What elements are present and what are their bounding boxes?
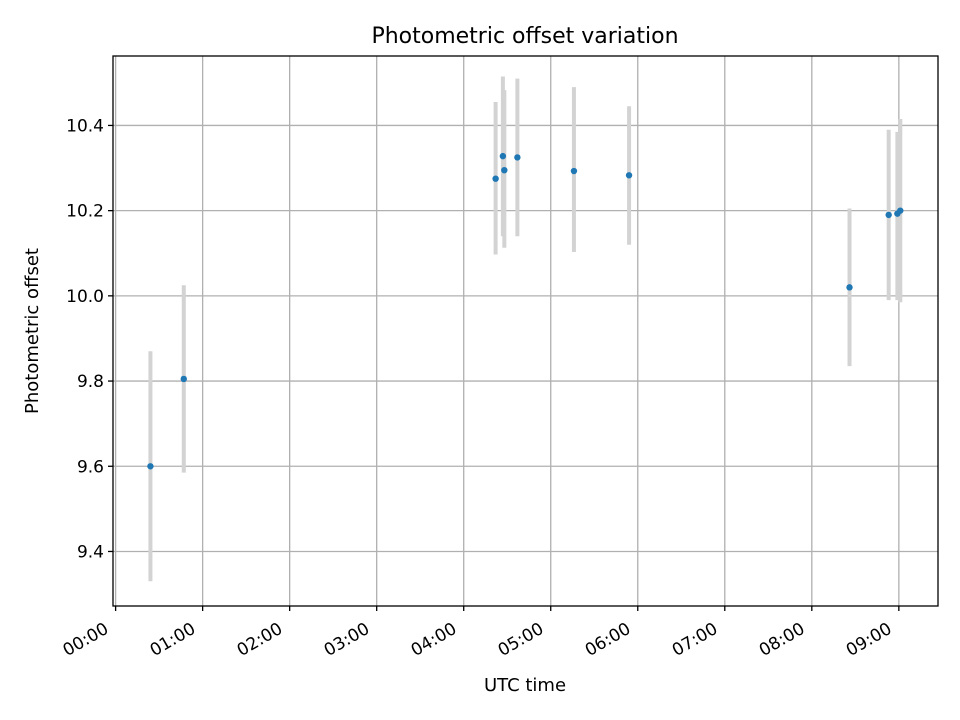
chart-title: Photometric offset variation [371,24,678,49]
y-tick-label: 10.2 [66,202,104,222]
data-point [147,463,154,470]
data-point [846,284,853,291]
data-point [492,175,499,182]
y-tick-label: 9.8 [77,372,104,392]
data-point [570,167,578,175]
data-point [499,152,507,160]
x-axis-label: UTC time [484,675,566,696]
data-point [501,166,508,174]
y-tick-label: 9.4 [77,542,104,562]
data-point [885,211,892,219]
data-points [147,152,904,470]
data-point [897,207,904,214]
data-point [625,172,633,179]
y-tick-label: 10.4 [66,116,104,136]
y-axis-ticks: 9.4 9.6 9.8 10.0 10.2 10.4 [66,116,113,562]
data-point [514,154,521,161]
y-axis-label: Photometric offset [22,248,43,414]
data-point [180,375,187,383]
grid-lines [113,56,938,606]
plot-area-frame [112,55,939,607]
y-tick-label: 9.6 [77,457,104,477]
y-tick-label: 10.0 [66,287,104,307]
